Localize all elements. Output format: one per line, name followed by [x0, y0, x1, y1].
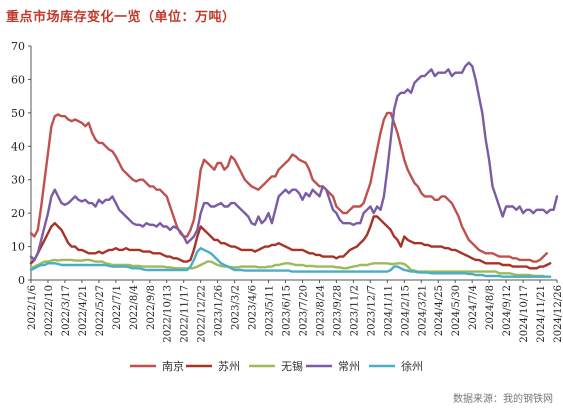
y-tick-label: 0: [18, 274, 25, 287]
x-tick-label: 2022/9/8: [146, 285, 157, 330]
x-tick-label: 2022/3/17: [61, 285, 72, 336]
x-tick-label: 2023/11/2: [349, 285, 360, 336]
y-tick-label: 40: [11, 140, 25, 153]
x-tick-label: 2024/3/21: [417, 285, 428, 336]
x-tick-label: 2024/8/8: [485, 285, 496, 330]
series-line-2: [29, 215, 552, 270]
x-tick-label: 2023/4/6: [248, 285, 259, 330]
x-tick-label: 2022/7/1: [112, 285, 123, 330]
x-tick-label: 2023/1/26: [214, 285, 225, 336]
chart-title: 重点市场库存变化一览（单位：万吨）: [6, 10, 236, 25]
x-tick-label: 2023/8/24: [315, 285, 326, 336]
series-line-5: [29, 246, 552, 278]
x-tick-label: 2024/5/30: [451, 285, 462, 336]
x-tick-label: 2022/12/22: [197, 285, 208, 343]
legend-label-3: 无锡: [281, 359, 303, 373]
y-tick-label: 50: [11, 107, 25, 120]
x-tick-label: 2022/2/10: [44, 285, 55, 336]
legend-label-5: 徐州: [401, 359, 423, 373]
x-tick-label: 2024/9/12: [502, 285, 513, 336]
y-tick-label: 30: [11, 174, 25, 187]
x-tick-label: 2024/4/25: [434, 285, 445, 336]
x-tick-label: 2022/10/13: [163, 285, 174, 343]
x-tick-label: 2023/7/20: [298, 285, 309, 336]
x-tick-label: 2024/7/4: [468, 285, 479, 330]
legend-label-1: 南京: [162, 359, 184, 373]
legend-label-2: 苏州: [218, 360, 240, 373]
y-tick-label: 20: [11, 207, 25, 220]
x-tick-label: 2024/10/17: [519, 285, 530, 343]
x-tick-label: 2024/2/15: [400, 285, 411, 336]
x-tick-label: 2023/3/2: [231, 285, 242, 330]
legend-label-4: 常州: [338, 360, 360, 373]
x-tick-label: 2022/11/17: [180, 285, 191, 343]
x-tick-label: 2022/8/4: [129, 285, 140, 330]
x-tick-label: 2023/6/15: [282, 285, 293, 336]
y-tick-label: 60: [11, 73, 25, 86]
x-tick-label: 2023/9/28: [332, 285, 343, 336]
y-tick-label: 10: [11, 241, 25, 254]
x-tick-label: 2024/11/21: [536, 285, 547, 343]
y-tick-label: 70: [11, 40, 25, 53]
x-tick-label: 2024/1/11: [383, 285, 394, 336]
series-line-1: [29, 111, 548, 263]
data-source-note: 数据来源：我的钢铁网: [453, 394, 553, 405]
x-tick-label: 2022/5/27: [95, 285, 106, 336]
series-line-4: [29, 61, 559, 262]
x-tick-label: 2023/5/11: [265, 285, 276, 336]
x-tick-label: 2022/1/6: [27, 285, 38, 330]
x-tick-label: 2022/4/21: [78, 285, 89, 336]
x-tick-label: 2024/12/26: [553, 285, 563, 343]
x-tick-label: 2023/12/7: [366, 285, 377, 336]
series-line-3: [29, 258, 545, 278]
